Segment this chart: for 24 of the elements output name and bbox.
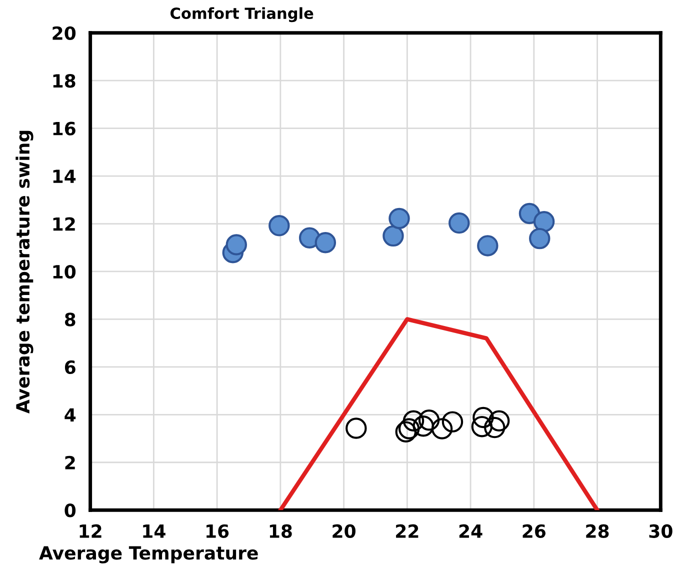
x-tick-label: 12 [80, 524, 102, 538]
y-tick-label: 14 [53, 170, 76, 183]
y-tick-label: 2 [65, 456, 75, 470]
y-tick-label: 16 [53, 122, 76, 136]
y-tick-label: 0 [64, 504, 76, 518]
x-axis-title: Average Temperature [39, 546, 258, 564]
x-tick-label: 24 [459, 524, 482, 538]
y-tick-label: 10 [53, 264, 76, 279]
x-tick-label: 30 [649, 524, 672, 538]
x-tick-label: 14 [143, 524, 166, 538]
x-tick-label: 18 [270, 524, 292, 538]
x-tick-label: 16 [206, 524, 229, 538]
x-tick-label: 20 [332, 524, 356, 538]
y-tick-label: 4 [64, 408, 76, 422]
chart-title: Comfort Triangle [170, 7, 314, 22]
y-tick-label: 6 [64, 360, 76, 374]
x-tick-label: 22 [396, 524, 418, 538]
x-tick-label: 26 [522, 524, 546, 538]
x-tick-label: 28 [586, 524, 609, 538]
y-tick-label: 8 [64, 312, 76, 326]
y-axis-title: Average temperature swing [16, 130, 34, 414]
y-tick-label: 20 [52, 26, 76, 40]
y-tick-label: 18 [53, 74, 76, 88]
y-tick-label: 12 [53, 217, 75, 231]
